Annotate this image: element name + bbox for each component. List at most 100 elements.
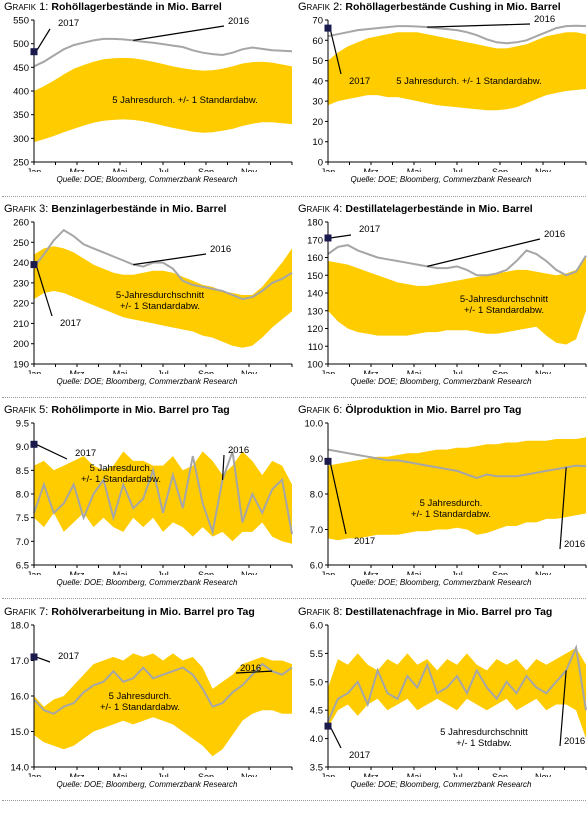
chart-title-text: Rohöllagerbestände in Mio. Barrel (51, 1, 222, 13)
marker-2017 (30, 261, 38, 269)
band-label: 5 Jahresdurchschnitt (440, 727, 528, 738)
chart-svg: 3.5 4.0 4.5 5.0 5.5 6.0 Jan Mrz Mai Jul Sep Nov 2017… (310, 621, 587, 777)
y-tick-label: 9.0 (310, 454, 323, 465)
y-tick-label: 140 (307, 289, 323, 300)
chart-title: Grafik 6: Ölproduktion in Mio. Barrel pr… (298, 404, 521, 416)
label-2016: 2016 (240, 663, 261, 674)
x-tick-label: Mrz (364, 369, 379, 374)
label-2016: 2016 (228, 445, 249, 456)
band-label: 5 Jahresdurch. (90, 463, 153, 474)
x-tick-label: Mrz (70, 570, 85, 575)
x-tick-label: Sep (492, 570, 508, 575)
y-tick-label: 500 (13, 39, 29, 50)
x-tick-label: Nov (241, 772, 258, 777)
y-tick-label: 260 (13, 218, 29, 229)
x-tick-label: Mrz (364, 772, 379, 777)
arrow-2016 (133, 253, 207, 266)
chart-title-text: Destillatenachfrage in Mio. Barrel pro T… (345, 606, 553, 618)
band-label: 5-Jahresdurchschnitt (460, 294, 549, 305)
chart-number: Grafik 3: (4, 203, 52, 215)
y-tick-label: 220 (13, 299, 29, 310)
chart-panel-g8: Grafik 8: Destillatenachfrage in Mio. Ba… (294, 605, 588, 817)
chart-title: Grafik 5: Rohölimporte in Mio. Barrel pr… (4, 404, 230, 416)
y-tick-label: 0 (318, 158, 323, 169)
y-tick-label: 5.0 (310, 677, 323, 688)
chart-svg: 6.0 7.0 8.0 9.0 10.0 Jan Mrz Mai Jul Sep Nov 2017 20… (305, 419, 587, 575)
source-note: Quelle: DOE; Bloomberg, Commerzbank Rese… (56, 578, 238, 587)
y-tick-label: 14.0 (11, 763, 30, 774)
band-area (328, 437, 586, 541)
band-label: 5 Jahresdurch. +/- 1 Standardabw. (396, 76, 542, 87)
x-tick-label: Mai (407, 570, 422, 575)
x-tick-label: Jul (157, 772, 169, 777)
y-tick-label: 40 (312, 76, 323, 87)
chart-title: Grafik 1: Rohöllagerbestände in Mio. Bar… (4, 1, 222, 13)
x-tick-label: Nov (241, 570, 258, 575)
source-note: Quelle: DOE; Bloomberg, Commerzbank Rese… (56, 377, 238, 386)
band-label: 5 Jahresdurch. (420, 498, 483, 509)
arrow-2016 (559, 467, 567, 550)
x-tick-label: Mrz (70, 167, 85, 172)
y-tick-label: 550 (13, 16, 29, 27)
chart-title-text: Rohöllagerbestände Cushing in Mio. Barre… (345, 1, 561, 13)
y-tick-label: 6.5 (16, 561, 29, 572)
chart-number: Grafik 2: (298, 1, 346, 13)
y-tick-label: 4.5 (310, 706, 323, 717)
y-tick-label: 3.5 (310, 763, 323, 774)
arrow-2017 (35, 656, 51, 663)
chart-number: Grafik 7: (4, 606, 52, 618)
x-tick-label: Sep (198, 570, 214, 575)
y-tick-label: 250 (13, 238, 29, 249)
source-note: Quelle: DOE; Bloomberg, Commerzbank Rese… (350, 780, 532, 789)
band-label: +/- 1 Standardabw. (120, 301, 200, 312)
label-2016: 2016 (564, 539, 585, 550)
row-separator (2, 196, 586, 197)
y-tick-label: 18.0 (11, 621, 30, 632)
y-tick-label: 200 (13, 339, 29, 350)
series-line-2016 (327, 24, 587, 45)
y-tick-label: 17.0 (11, 656, 30, 667)
label-2017: 2017 (75, 448, 96, 459)
label-2017: 2017 (60, 318, 81, 329)
arrow-2016 (559, 670, 567, 747)
x-tick-label: Jan (321, 772, 336, 777)
series-line-2016 (33, 228, 293, 301)
series-line-2016 (327, 644, 587, 722)
y-tick-label: 6.0 (310, 621, 323, 632)
source-note: Quelle: DOE; Bloomberg, Commerzbank Rese… (56, 780, 238, 789)
y-tick-label: 450 (13, 63, 29, 74)
chart-title-text: Destillatelagerbestände in Mio. Barrel (345, 203, 533, 215)
x-tick-label: Sep (198, 167, 214, 172)
chart-number: Grafik 5: (4, 404, 52, 416)
x-tick-label: Mai (113, 772, 128, 777)
chart-title-text: Rohölverarbeitung in Mio. Barrel pro Tag (51, 606, 255, 618)
band-label: 5-Jahresdurchschnitt (116, 290, 205, 301)
arrow-2017 (329, 461, 347, 535)
arrow-2016 (221, 454, 225, 480)
x-tick-label: Mai (113, 570, 128, 575)
source-note: Quelle: DOE; Bloomberg, Commerzbank Rese… (350, 377, 532, 386)
marker-2017 (324, 457, 332, 465)
x-tick-label: Mai (407, 167, 422, 172)
x-tick-label: Jul (451, 167, 463, 172)
chart-svg: 190 200 210 220 230 240 250 260 Jan Mrz Mai Jul Sep N… (13, 218, 293, 374)
arrow-2016 (427, 23, 531, 28)
source-note: Quelle: DOE; Bloomberg, Commerzbank Rese… (350, 578, 532, 587)
arrow-2016 (235, 670, 273, 674)
y-tick-label: 240 (13, 258, 29, 269)
x-tick-label: Mai (407, 772, 422, 777)
chart-title: Grafik 7: Rohölverarbeitung in Mio. Barr… (4, 606, 255, 618)
band-area (328, 647, 586, 739)
label-2017: 2017 (354, 536, 375, 547)
x-tick-label: Jul (157, 167, 169, 172)
y-tick-label: 10 (312, 137, 323, 148)
y-tick-label: 10.0 (305, 419, 324, 430)
arrow-2016 (133, 25, 225, 41)
band-label: +/- 1 Standardabw. (411, 509, 491, 520)
y-tick-label: 100 (307, 360, 323, 371)
chart-title: Grafik 4: Destillatelagerbestände in Mio… (298, 203, 533, 215)
band-area (328, 257, 586, 345)
x-tick-label: Nov (535, 570, 552, 575)
band-label: +/- 1 Standardabw. (100, 702, 180, 713)
arrow-2017 (329, 234, 352, 239)
